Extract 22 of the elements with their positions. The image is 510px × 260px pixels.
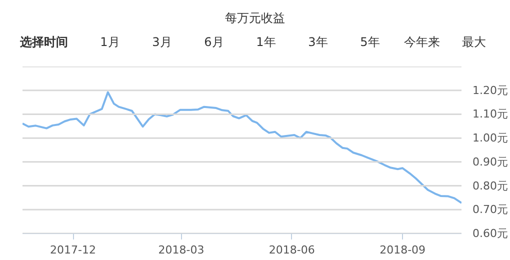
y-tick-label: 0.80元 <box>472 179 508 192</box>
text: 选择时间 <box>20 34 68 51</box>
x-tick-label: 2018-09 <box>380 244 426 256</box>
text: 今年来 <box>404 34 440 51</box>
text: 1年 <box>256 34 276 51</box>
chart-title: 每万元收益 <box>225 10 285 27</box>
text: 3月 <box>152 34 172 51</box>
text: 6月 <box>204 34 224 51</box>
y-tick-label: 0.60元 <box>472 227 508 240</box>
y-tick-label: 1.00元 <box>472 132 508 145</box>
y-tick-label: 1.20元 <box>472 84 508 97</box>
y-tick-label: 1.10元 <box>472 108 508 121</box>
text: 最大 <box>462 34 486 51</box>
y-tick-label: 0.90元 <box>472 155 508 168</box>
x-tick-label: 2018-03 <box>158 244 204 256</box>
text: 1月 <box>100 34 120 51</box>
text: 5年 <box>360 34 380 51</box>
line-series <box>22 91 462 204</box>
x-tick-label: 2018-06 <box>268 244 315 256</box>
y-tick-label: 0.70元 <box>472 203 508 216</box>
text: 3年 <box>308 34 328 51</box>
x-tick-label: 2017-12 <box>50 244 96 256</box>
